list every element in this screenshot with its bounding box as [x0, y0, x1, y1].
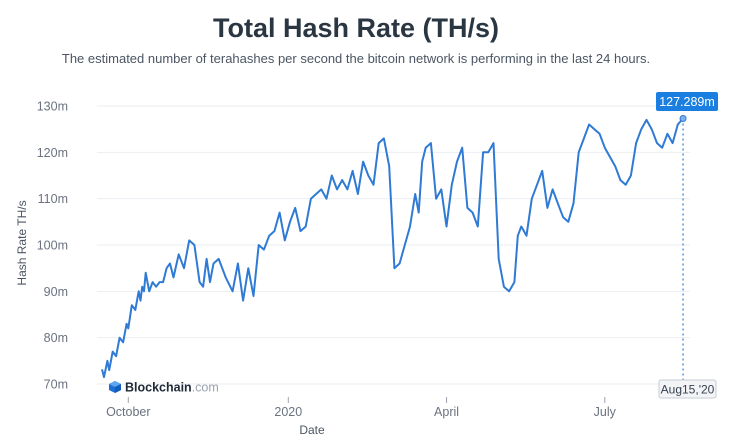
- y-tick-label: 90m: [44, 285, 68, 299]
- y-tick-label: 120m: [37, 146, 68, 160]
- svg-text:Blockchain.com: Blockchain.com: [125, 381, 219, 395]
- y-tick-label: 80m: [44, 331, 68, 345]
- y-axis-label: Hash Rate TH/s: [15, 200, 29, 285]
- chart-subtitle: The estimated number of terahashes per s…: [62, 51, 650, 66]
- series-line: [101, 117, 684, 379]
- tooltip-value: 127.289m: [659, 95, 715, 109]
- y-axis-ticks: 70m 80m 90m 100m 110m 120m 130m: [37, 100, 68, 392]
- y-tick-label: 110m: [38, 192, 68, 206]
- y-tick-label: 130m: [37, 100, 68, 114]
- x-tick-label: July: [594, 405, 617, 419]
- y-tick-label: 100m: [37, 239, 68, 253]
- x-tick-label: 2020: [274, 405, 302, 419]
- x-axis-label: Date: [299, 423, 325, 437]
- watermark-suffix: .com: [192, 381, 219, 395]
- value-tooltip: 127.289m: [656, 92, 718, 111]
- grid-lines: [97, 105, 690, 385]
- x-tick-label: October: [106, 405, 150, 419]
- watermark-brand: Blockchain: [125, 381, 192, 395]
- cursor-dot: [679, 115, 687, 123]
- x-axis-ticks: October 2020 April July: [106, 397, 617, 419]
- blockchain-logo-icon: [109, 381, 121, 393]
- watermark: Blockchain.com: [109, 381, 219, 395]
- x-tick-label: April: [434, 405, 459, 419]
- chart-title: Total Hash Rate (TH/s): [213, 13, 499, 43]
- y-tick-label: 70m: [44, 378, 68, 392]
- date-tooltip: Aug15,'20: [658, 379, 717, 399]
- tooltip-date: Aug15,'20: [661, 383, 715, 397]
